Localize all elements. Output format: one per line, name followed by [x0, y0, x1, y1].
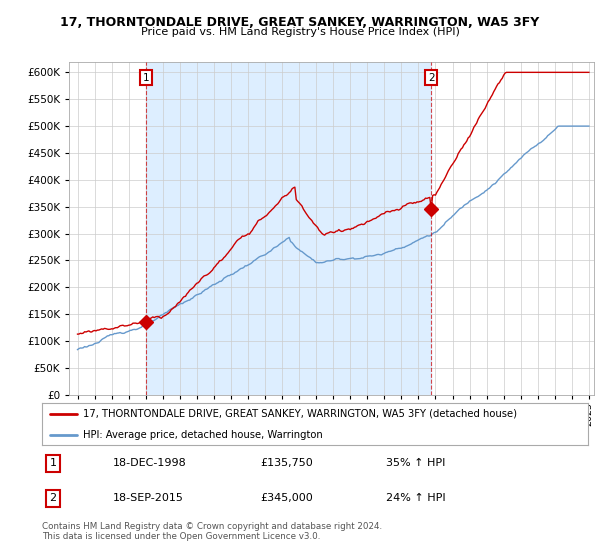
Text: 35% ↑ HPI: 35% ↑ HPI: [386, 459, 445, 468]
Text: 1: 1: [49, 459, 56, 468]
Text: Price paid vs. HM Land Registry's House Price Index (HPI): Price paid vs. HM Land Registry's House …: [140, 27, 460, 37]
Text: 17, THORNTONDALE DRIVE, GREAT SANKEY, WARRINGTON, WA5 3FY: 17, THORNTONDALE DRIVE, GREAT SANKEY, WA…: [61, 16, 539, 29]
Bar: [146, 62, 431, 395]
Text: HPI: Average price, detached house, Warrington: HPI: Average price, detached house, Warr…: [83, 430, 323, 440]
Text: Contains HM Land Registry data © Crown copyright and database right 2024.
This d: Contains HM Land Registry data © Crown c…: [42, 522, 382, 542]
Text: 1: 1: [142, 73, 149, 83]
Text: 18-SEP-2015: 18-SEP-2015: [113, 493, 184, 503]
Text: £135,750: £135,750: [260, 459, 313, 468]
Text: £345,000: £345,000: [260, 493, 313, 503]
Text: 18-DEC-1998: 18-DEC-1998: [113, 459, 187, 468]
Text: 2: 2: [428, 73, 434, 83]
Text: 2: 2: [49, 493, 56, 503]
Text: 24% ↑ HPI: 24% ↑ HPI: [386, 493, 446, 503]
Text: 17, THORNTONDALE DRIVE, GREAT SANKEY, WARRINGTON, WA5 3FY (detached house): 17, THORNTONDALE DRIVE, GREAT SANKEY, WA…: [83, 409, 517, 419]
